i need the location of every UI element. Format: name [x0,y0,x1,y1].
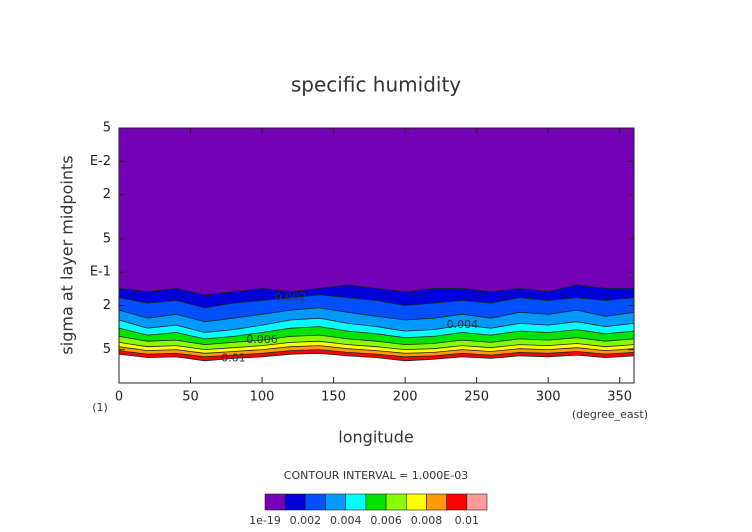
y-tick-label: 5 [103,121,111,136]
x-tick-label: 100 [250,390,275,405]
contour-line [118,345,635,354]
colorbar-label: 1e-19 [249,514,281,527]
contour-fill [119,326,634,345]
contour-fill [119,318,634,339]
contour-label: 0.002 [275,291,307,304]
contour-label: 0.004 [447,318,479,331]
colorbar-swatch [365,493,387,511]
colorbar-label: 0.006 [370,514,402,527]
x-axis-unit: (degree_east) [572,408,648,421]
contour-line [118,294,635,309]
x-tick-label: 200 [393,390,418,405]
colorbar-label: 0.008 [411,514,443,527]
contour-line [118,326,635,340]
colorbar-label: 0.01 [455,514,480,527]
y-axis-label: sigma at layer midpoints [58,155,77,354]
contour-fill [119,349,634,361]
x-tick-label: 150 [321,390,346,405]
y-tick-label: 2 [103,298,111,313]
contour-line [118,334,635,346]
colorbar-swatch [305,493,326,511]
colorbar-swatch [345,493,367,511]
y-tick-label: 5 [103,231,111,246]
y-tick-label: 2 [103,187,111,202]
colorbar-swatch [264,493,286,511]
colorbar-swatch [446,493,468,511]
y-tick-label: 5 [103,342,111,357]
contour-label: 0.01 [221,351,246,364]
colorbar-swatch [405,493,427,511]
contour-line [118,284,634,296]
contour-line [118,317,635,333]
contour-line [118,349,635,358]
colorbar-swatch [426,493,447,511]
contour-interval: CONTOUR INTERVAL = 1.000E-03 [284,469,468,482]
contour-fill [119,284,634,308]
y-axis-unit: (1) [92,401,108,414]
x-tick-label: 300 [536,390,561,405]
contour-line [118,307,635,323]
contour-fill [119,128,634,295]
contour-line [118,340,635,351]
contour-line [118,352,635,362]
x-tick-label: 0 [115,390,123,405]
colorbar-swatch [325,493,347,511]
colorbar-label: 0.002 [290,514,322,527]
y-tick-label: E-2 [90,154,111,169]
colorbar-swatch [466,493,488,511]
chart-title: specific humidity [291,73,461,97]
contour-label: 0.006 [246,333,278,346]
contour-fill [119,307,634,333]
x-axis-label: longitude [338,428,413,447]
plot-frame [118,127,635,384]
y-tick-label: E-1 [90,265,111,280]
colorbar-swatch [385,493,407,511]
x-tick-label: 350 [607,390,632,405]
colorbar-swatch [284,493,306,511]
x-tick-label: 250 [464,390,489,405]
colorbar-label: 0.004 [330,514,362,527]
x-tick-label: 50 [182,390,199,405]
